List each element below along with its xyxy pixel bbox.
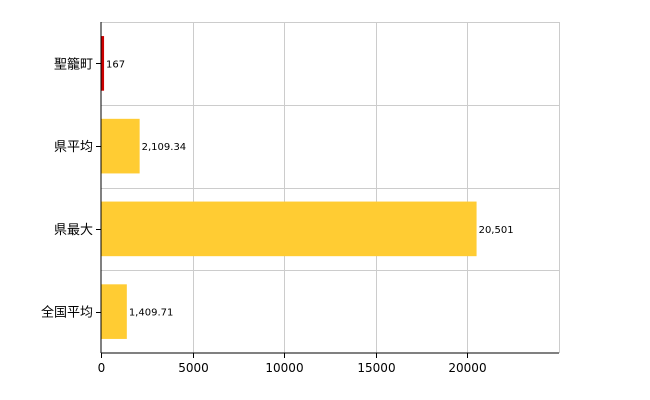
data-label: 20,501	[479, 225, 514, 236]
axes	[100, 22, 559, 354]
bars	[101, 36, 477, 339]
bar	[101, 201, 477, 257]
data-label: 2,109.34	[142, 142, 187, 153]
x-tick-label: 10000	[265, 361, 303, 375]
bar	[101, 36, 105, 91]
data-label: 167	[106, 59, 125, 70]
x-tick-label: 20000	[448, 361, 486, 375]
data-label: 1,409.71	[129, 308, 174, 319]
category-label: 聖籠町	[54, 56, 93, 72]
category-label: 県最大	[54, 223, 93, 238]
category-label: 全国平均	[41, 305, 93, 321]
bar	[101, 284, 127, 339]
x-tick-label: 5000	[178, 361, 209, 375]
axis-ticks	[96, 63, 468, 358]
x-tick-label: 15000	[357, 361, 395, 375]
category-label: 県平均	[54, 140, 93, 155]
chart-labels: 0 5000 10000 15000 20000 聖籠町 167 県平均 2,109.34 県最大…	[41, 56, 514, 375]
bar	[101, 118, 140, 174]
x-tick-label: 0	[98, 361, 106, 375]
grid-lines	[101, 22, 560, 353]
